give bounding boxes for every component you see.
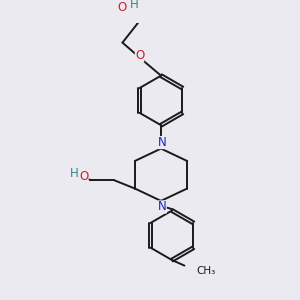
Text: O: O	[79, 169, 88, 183]
Text: O: O	[117, 1, 126, 14]
Text: N: N	[158, 200, 167, 214]
Text: O: O	[135, 49, 144, 62]
Text: H: H	[69, 167, 78, 180]
Text: CH₃: CH₃	[197, 266, 216, 276]
Text: H: H	[130, 0, 139, 11]
Text: N: N	[158, 136, 167, 149]
